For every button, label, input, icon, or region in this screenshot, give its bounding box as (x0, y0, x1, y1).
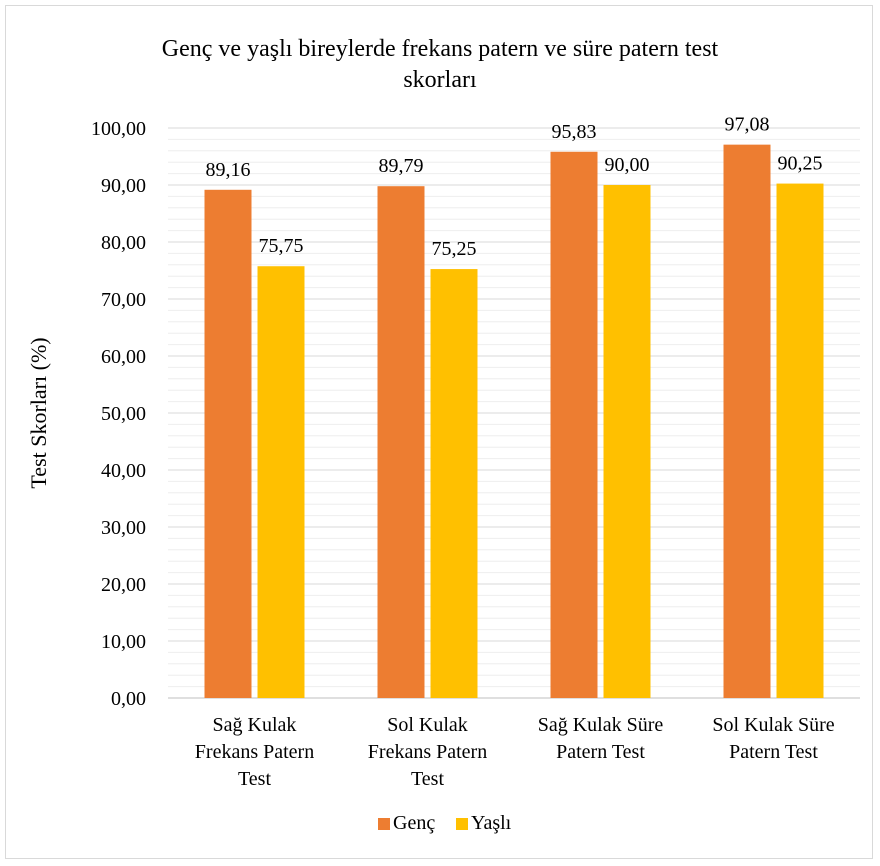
data-label: 75,75 (259, 235, 304, 257)
y-tick-label: 10,00 (101, 631, 146, 653)
bar (550, 151, 598, 699)
legend-label: Yaşlı (471, 812, 512, 834)
y-tick-label: 60,00 (101, 346, 146, 368)
y-tick-label: 90,00 (101, 175, 146, 197)
chart-title-line: Genç ve yaşlı bireylerde frekans patern … (162, 36, 719, 62)
bars (204, 144, 824, 699)
y-axis-label: Test Skorları (%) (26, 337, 51, 488)
x-tick-label: Frekans Patern (368, 741, 487, 763)
bar (723, 144, 771, 699)
x-tick-label: Frekans Patern (195, 741, 314, 763)
legend-swatch (456, 818, 468, 830)
data-label: 75,25 (432, 238, 477, 260)
legend: Genç Yaşlı (378, 812, 512, 834)
x-tick-label: Patern Test (729, 741, 818, 763)
chart-title-line: skorları (403, 67, 477, 93)
y-tick-label: 100,00 (91, 118, 146, 140)
bar (776, 183, 824, 698)
y-tick-label: 50,00 (101, 403, 146, 425)
legend-swatch (378, 818, 390, 830)
legend-label: Genç (393, 812, 435, 834)
data-label: 90,00 (605, 154, 650, 176)
y-tick-label: 70,00 (101, 289, 146, 311)
x-tick-label: Test (238, 768, 271, 790)
data-label: 95,83 (552, 121, 597, 143)
x-tick-label: Sağ Kulak (213, 714, 297, 736)
x-tick-label: Patern Test (556, 741, 645, 763)
bar (204, 189, 252, 698)
chart-text: 0,00 10,00 20,00 30,00 40,00 50,00 60,00 70,00 8… (26, 36, 835, 790)
y-tick-label: 20,00 (101, 574, 146, 596)
data-label: 90,25 (778, 153, 823, 175)
data-label: 89,79 (379, 155, 424, 177)
x-tick-label: Sol Kulak Süre (712, 714, 834, 736)
x-tick-label: Sol Kulak (387, 714, 468, 736)
y-tick-label: 30,00 (101, 517, 146, 539)
y-tick-label: 40,00 (101, 460, 146, 482)
data-label: 97,08 (725, 114, 770, 136)
bar (257, 266, 305, 698)
y-tick-label: 80,00 (101, 232, 146, 254)
bar (377, 186, 425, 698)
bar (603, 185, 651, 698)
bar (430, 269, 478, 698)
data-label: 89,16 (206, 159, 251, 181)
x-tick-label: Test (411, 768, 444, 790)
y-tick-label: 0,00 (111, 688, 146, 710)
x-tick-label: Sağ Kulak Süre (538, 714, 664, 736)
